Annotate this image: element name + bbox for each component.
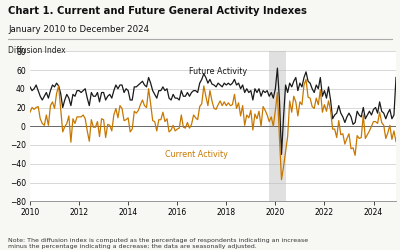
Text: January 2010 to December 2024: January 2010 to December 2024 (8, 25, 149, 34)
Text: Diffusion Index: Diffusion Index (8, 46, 66, 55)
Text: Current Activity: Current Activity (165, 150, 228, 159)
Text: Future Activity: Future Activity (190, 67, 248, 76)
Bar (269, 51, 286, 201)
Text: Chart 1. Current and Future General Activity Indexes: Chart 1. Current and Future General Acti… (8, 6, 307, 16)
Text: Note: The diffusion index is computed as the percentage of respondents indicatin: Note: The diffusion index is computed as… (8, 238, 308, 249)
